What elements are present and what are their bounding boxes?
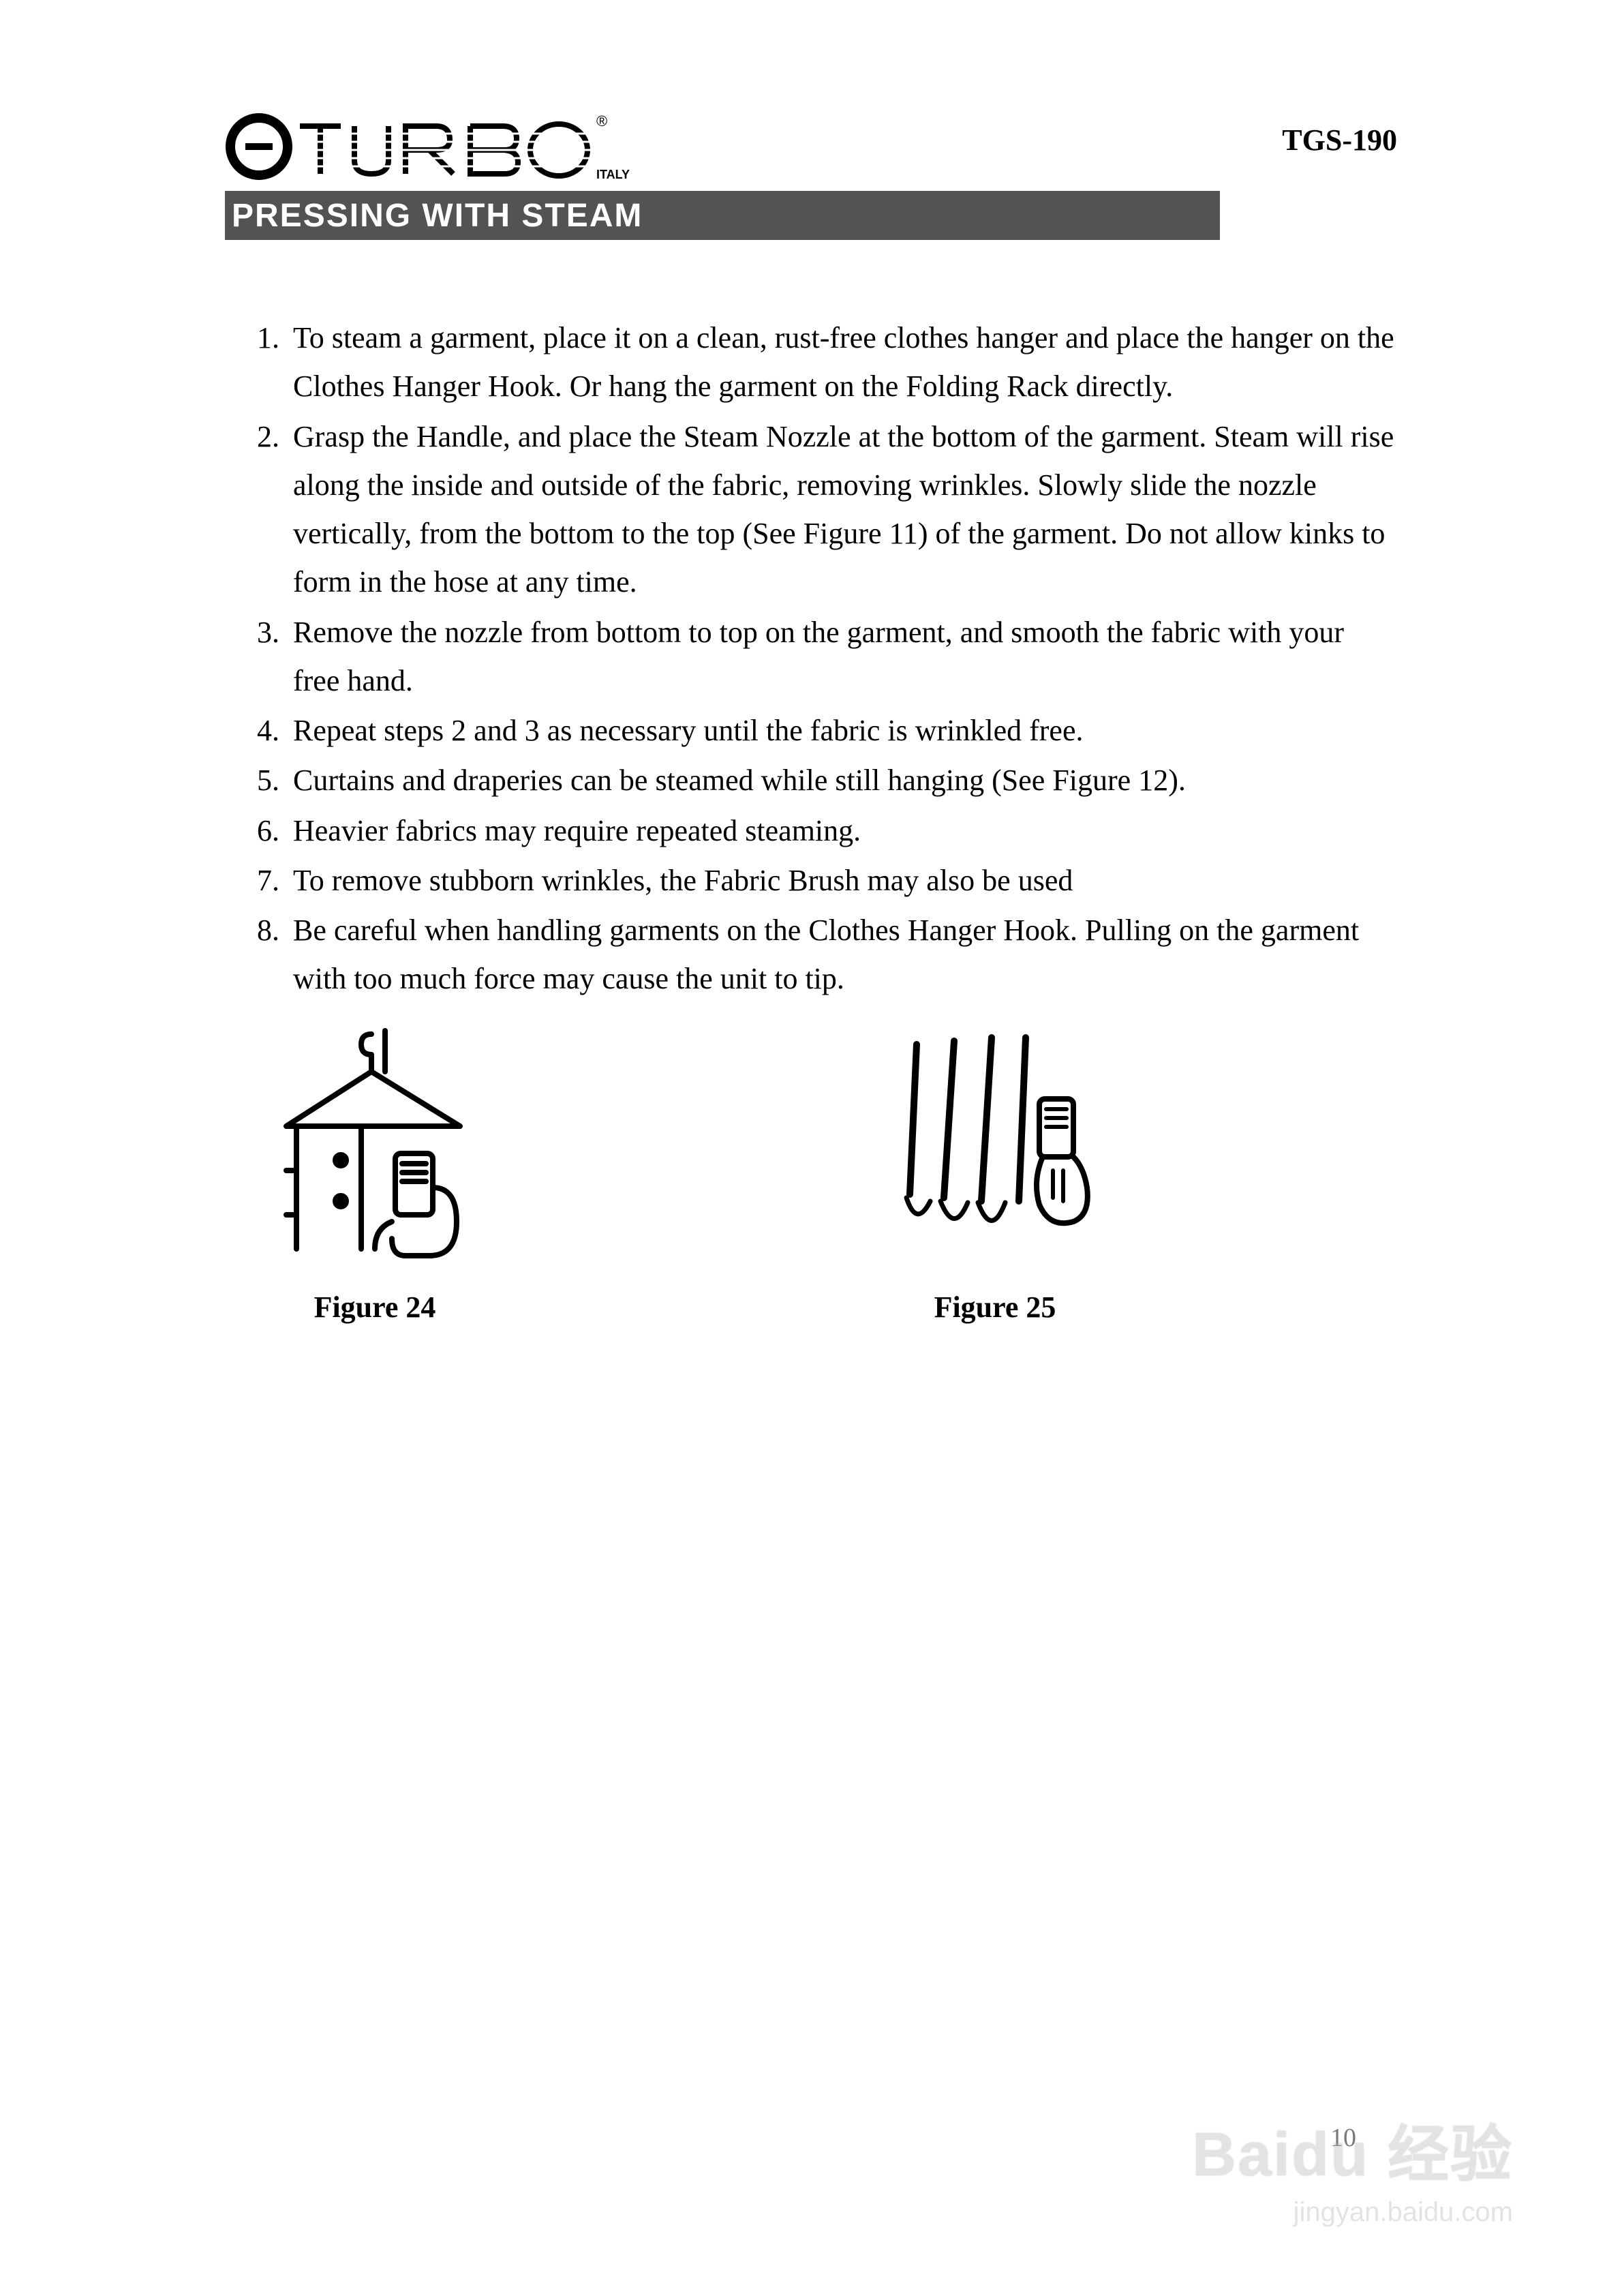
watermark-logo: Baidu 经验	[1192, 2104, 1513, 2193]
svg-text:®: ®	[596, 112, 607, 130]
figure-25-image	[879, 1024, 1111, 1269]
section-title-bar: PRESSING WITH STEAM	[225, 191, 1220, 240]
brand-logo: ® ITALY	[225, 109, 647, 191]
page: ® ITALY TGS-190 PRESSING WITH STEAM 1.To…	[0, 0, 1622, 1331]
list-item: 6.Heavier fabrics may require repeated s…	[225, 806, 1397, 855]
svg-text:ITALY: ITALY	[596, 168, 630, 181]
figure-25-caption: Figure 25	[934, 1283, 1056, 1331]
watermark: Baidu 经验 jingyan.baidu.com	[1192, 2104, 1513, 2228]
header: ® ITALY TGS-190 PRESSING WITH STEAM	[225, 109, 1397, 239]
figures-row: Figure 24	[225, 1024, 1397, 1331]
list-item: 3.Remove the nozzle from bottom to top o…	[225, 608, 1397, 706]
figure-24-image	[259, 1024, 491, 1269]
list-item: 5.Curtains and draperies can be steamed …	[225, 756, 1397, 804]
section-title: PRESSING WITH STEAM	[232, 197, 643, 235]
list-item: 8.Be careful when handling garments on t…	[225, 906, 1397, 1003]
watermark-url: jingyan.baidu.com	[1192, 2197, 1513, 2228]
list-item: 4.Repeat steps 2 and 3 as necessary unti…	[225, 706, 1397, 755]
figure-24: Figure 24	[239, 1024, 511, 1331]
list-item: 2.Grasp the Handle, and place the Steam …	[225, 412, 1397, 607]
figure-25: Figure 25	[866, 1024, 1124, 1331]
model-number: TGS-190	[1282, 123, 1397, 157]
list-item: 7.To remove stubborn wrinkles, the Fabri…	[225, 856, 1397, 905]
steps-list: 1.To steam a garment, place it on a clea…	[225, 314, 1397, 1003]
content: 1.To steam a garment, place it on a clea…	[225, 314, 1397, 1331]
list-item: 1.To steam a garment, place it on a clea…	[225, 314, 1397, 411]
figure-24-caption: Figure 24	[314, 1283, 436, 1331]
